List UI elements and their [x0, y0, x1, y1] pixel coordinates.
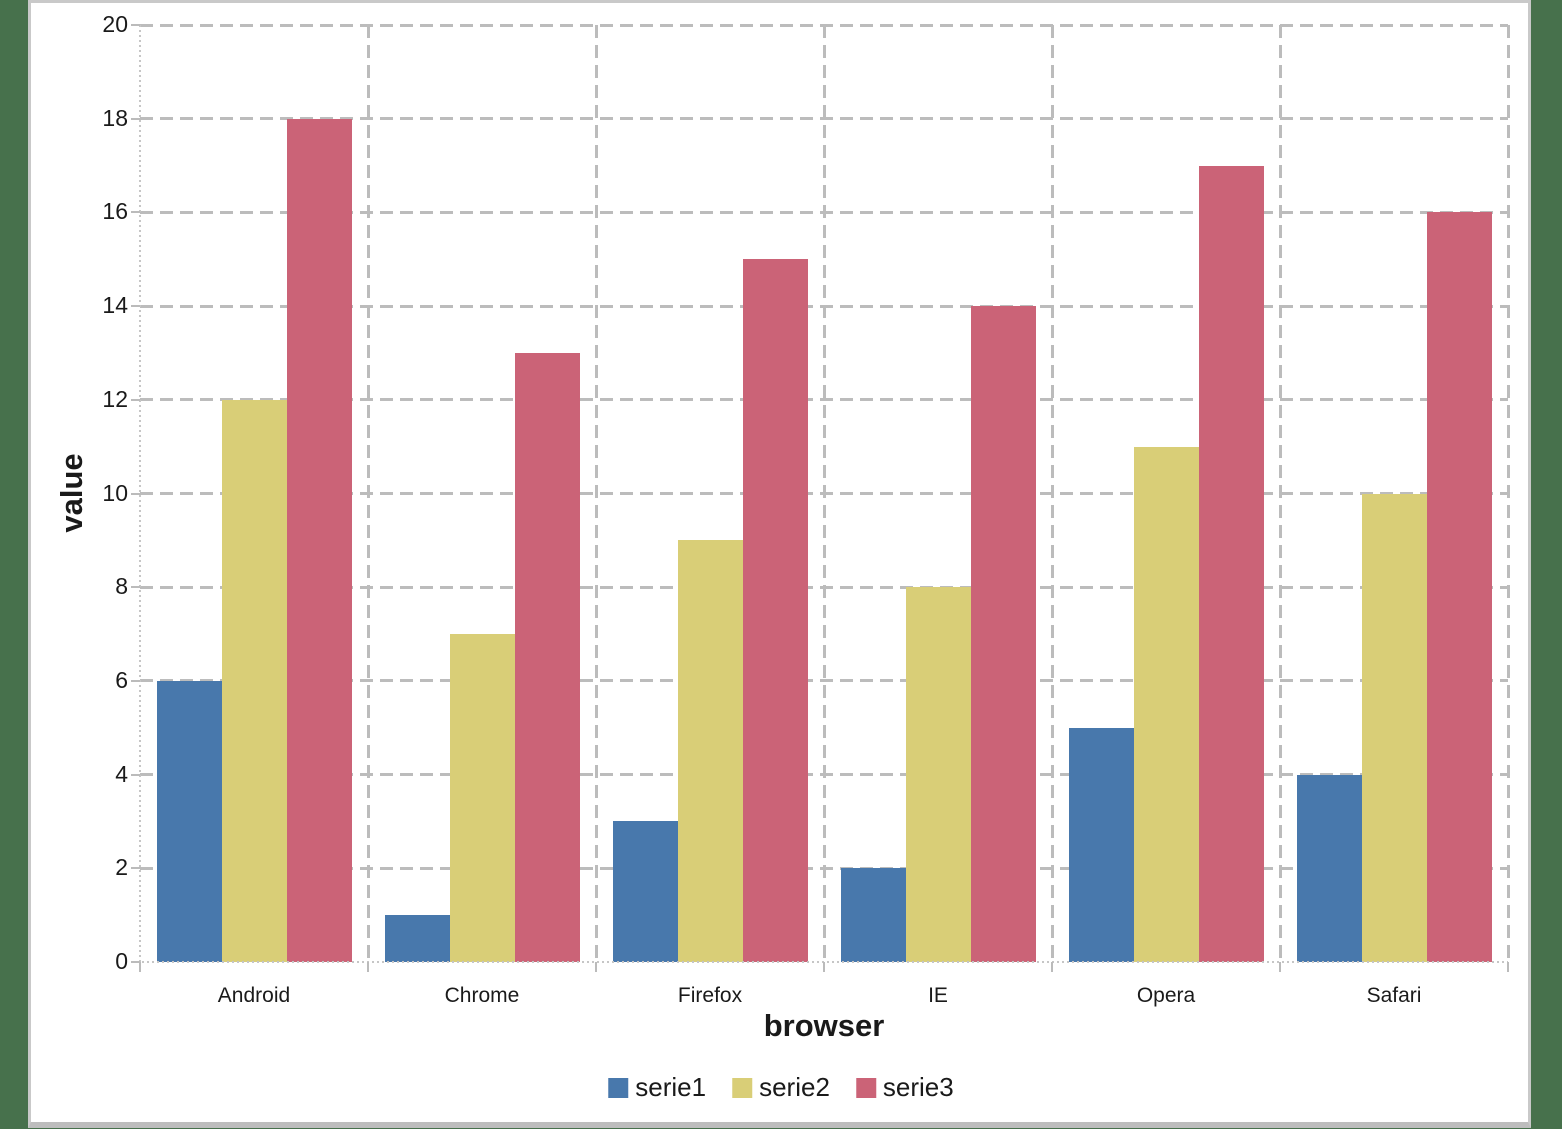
- x-tick-mark-5: [1279, 962, 1281, 972]
- y-tick-mark-16: [131, 211, 140, 214]
- bar-serie1-safari: [1296, 774, 1362, 962]
- legend-swatch-serie3: [855, 1077, 876, 1098]
- x-tick-mark-1: [367, 962, 369, 972]
- y-tick-label-16: 16: [102, 198, 128, 225]
- y-tick-label-2: 2: [115, 854, 128, 881]
- y-tick-label-0: 0: [115, 947, 128, 974]
- x-tick-label-ie: IE: [928, 984, 948, 1007]
- bar-serie3-firefox: [742, 259, 808, 962]
- bar-serie3-android: [286, 118, 352, 962]
- bar-serie2-safari: [1361, 493, 1427, 962]
- y-tick-label-18: 18: [102, 104, 128, 131]
- bar-serie1-ie: [840, 868, 906, 962]
- y-tick-mark-6: [131, 679, 140, 682]
- y-tick-label-14: 14: [102, 292, 128, 319]
- v-gridline-3: [822, 25, 826, 962]
- legend: serie1 serie2 serie3: [608, 1072, 954, 1103]
- x-tick-label-safari: Safari: [1366, 984, 1422, 1007]
- y-tick-mark-4: [131, 773, 140, 776]
- bar-serie1-chrome: [384, 915, 450, 962]
- legend-item-serie3: serie3: [855, 1072, 954, 1103]
- y-tick-mark-12: [131, 398, 140, 401]
- bar-serie2-android: [221, 399, 287, 962]
- y-tick-mark-0: [131, 961, 140, 963]
- legend-item-serie2: serie2: [732, 1072, 830, 1103]
- x-tick-label-opera: Opera: [1136, 984, 1196, 1007]
- bar-serie1-opera: [1068, 727, 1134, 962]
- x-tick-label-firefox: Firefox: [677, 984, 743, 1007]
- y-axis-line: [139, 25, 141, 970]
- x-axis-line: [132, 961, 1508, 963]
- legend-swatch-serie1: [608, 1077, 629, 1098]
- y-tick-label-8: 8: [115, 573, 128, 600]
- y-axis-title: value: [54, 453, 89, 533]
- y-tick-mark-20: [131, 24, 140, 26]
- bar-serie2-chrome: [449, 634, 515, 962]
- x-tick-label-chrome: Chrome: [444, 984, 520, 1007]
- legend-label-serie1: serie1: [635, 1072, 707, 1102]
- bar-serie3-safari: [1426, 212, 1492, 962]
- bar-serie2-ie: [905, 587, 971, 962]
- legend-label-serie3: serie3: [882, 1072, 954, 1102]
- v-gridline-2: [594, 25, 598, 962]
- v-gridline-5: [1278, 25, 1282, 962]
- x-tick-mark-3: [823, 962, 825, 972]
- y-tick-mark-14: [131, 305, 140, 308]
- bar-serie1-firefox: [612, 821, 678, 962]
- y-tick-mark-18: [131, 117, 140, 120]
- v-gridline-1: [366, 25, 370, 962]
- legend-label-serie2: serie2: [759, 1072, 830, 1102]
- y-tick-mark-10: [131, 492, 140, 495]
- legend-swatch-serie2: [732, 1077, 753, 1098]
- legend-item-serie1: serie1: [608, 1072, 706, 1103]
- x-tick-mark-2: [595, 962, 597, 972]
- y-tick-label-6: 6: [115, 666, 128, 693]
- v-gridline-4: [1050, 25, 1054, 962]
- x-tick-mark-0: [139, 962, 141, 972]
- x-tick-mark-6: [1507, 962, 1509, 972]
- x-tick-mark-4: [1051, 962, 1053, 972]
- bar-serie3-chrome: [514, 352, 580, 962]
- y-tick-label-20: 20: [102, 10, 128, 37]
- y-tick-label-12: 12: [102, 385, 128, 412]
- bar-serie1-android: [156, 680, 222, 962]
- y-tick-label-4: 4: [115, 760, 128, 787]
- bar-serie2-firefox: [677, 540, 743, 962]
- bar-serie3-ie: [970, 306, 1036, 962]
- v-gridline-6: [1506, 25, 1510, 962]
- y-tick-mark-2: [131, 867, 140, 870]
- y-tick-label-10: 10: [102, 479, 128, 506]
- y-tick-mark-8: [131, 586, 140, 589]
- bar-serie3-opera: [1198, 165, 1264, 962]
- bar-serie2-opera: [1133, 446, 1199, 962]
- x-axis-title: browser: [763, 1008, 885, 1043]
- x-tick-label-android: Android: [217, 984, 291, 1007]
